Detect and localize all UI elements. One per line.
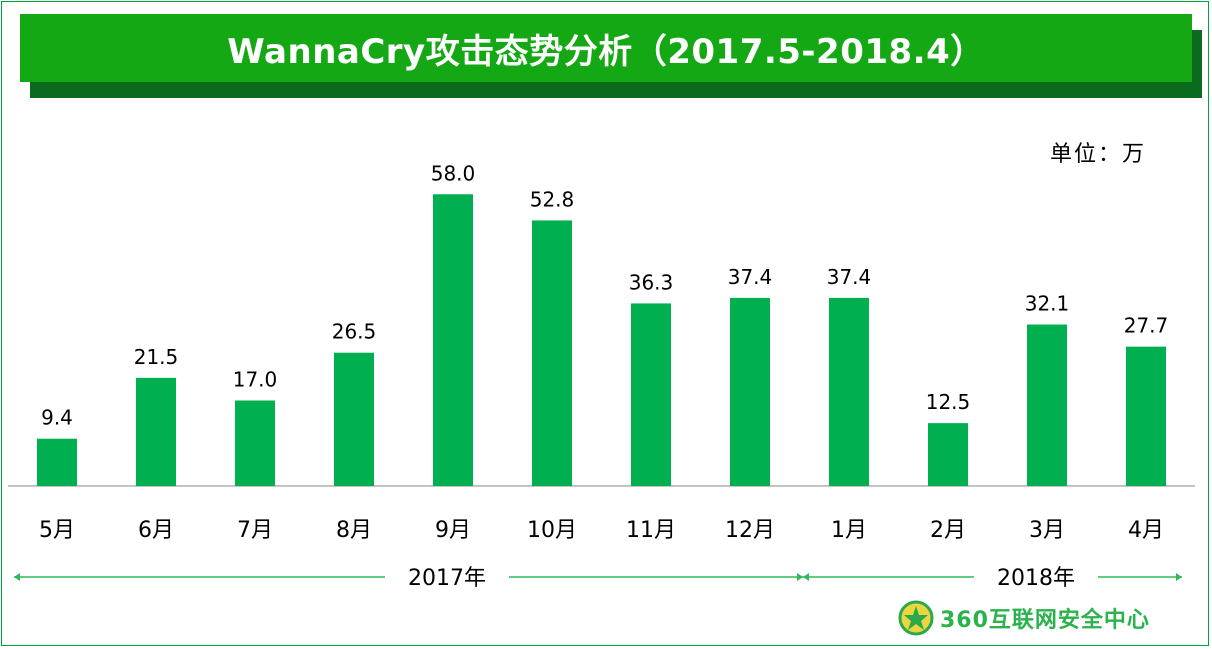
bar [631, 303, 671, 486]
bar [1126, 346, 1166, 486]
year-group-label: 2018年 [997, 566, 1075, 591]
category-label: 3月 [1029, 518, 1065, 543]
data-label: 27.7 [1124, 314, 1169, 338]
arrow-head [1176, 573, 1182, 581]
bar [433, 194, 473, 486]
data-label: 17.0 [233, 367, 278, 391]
bar [334, 352, 374, 486]
bar [532, 220, 572, 486]
category-label: 7月 [237, 518, 273, 543]
data-label: 37.4 [827, 265, 872, 289]
data-label: 52.8 [530, 187, 575, 211]
arrow-head [14, 573, 20, 581]
arrow-head [797, 573, 803, 581]
category-label: 8月 [336, 518, 372, 543]
data-label: 37.4 [728, 265, 773, 289]
bar [928, 423, 968, 486]
bar [235, 400, 275, 486]
bar [730, 297, 770, 486]
year-group-label: 2017年 [408, 566, 486, 591]
brand-logo: 360互联网安全中心 [898, 598, 1150, 638]
data-label: 9.4 [41, 406, 73, 430]
chart-title-text: WannaCry攻击态势分析（2017.5-2018.4） [227, 31, 985, 72]
data-label: 26.5 [332, 320, 377, 344]
category-label: 2月 [930, 518, 966, 543]
brand-name: 360互联网安全中心 [940, 608, 1150, 633]
bar [829, 297, 869, 486]
data-label: 32.1 [1025, 292, 1070, 316]
arrow-head [803, 573, 809, 581]
data-label: 12.5 [926, 390, 971, 414]
category-label: 4月 [1128, 518, 1164, 543]
data-label: 21.5 [134, 345, 179, 369]
category-label: 6月 [138, 518, 174, 543]
category-label: 1月 [831, 518, 867, 543]
unit-label: 单位：万 [1050, 142, 1147, 167]
data-label: 36.3 [629, 270, 674, 294]
category-label: 10月 [527, 518, 577, 543]
data-label: 58.0 [431, 161, 476, 185]
category-label: 9月 [435, 518, 471, 543]
category-label: 12月 [725, 518, 775, 543]
category-label: 5月 [39, 518, 75, 543]
brand-emblem-icon [898, 600, 934, 636]
bar [136, 377, 176, 486]
bar [1027, 324, 1067, 486]
bar [37, 438, 77, 486]
chart-title: WannaCry攻击态势分析（2017.5-2018.4） [20, 14, 1192, 82]
category-label: 11月 [626, 518, 676, 543]
